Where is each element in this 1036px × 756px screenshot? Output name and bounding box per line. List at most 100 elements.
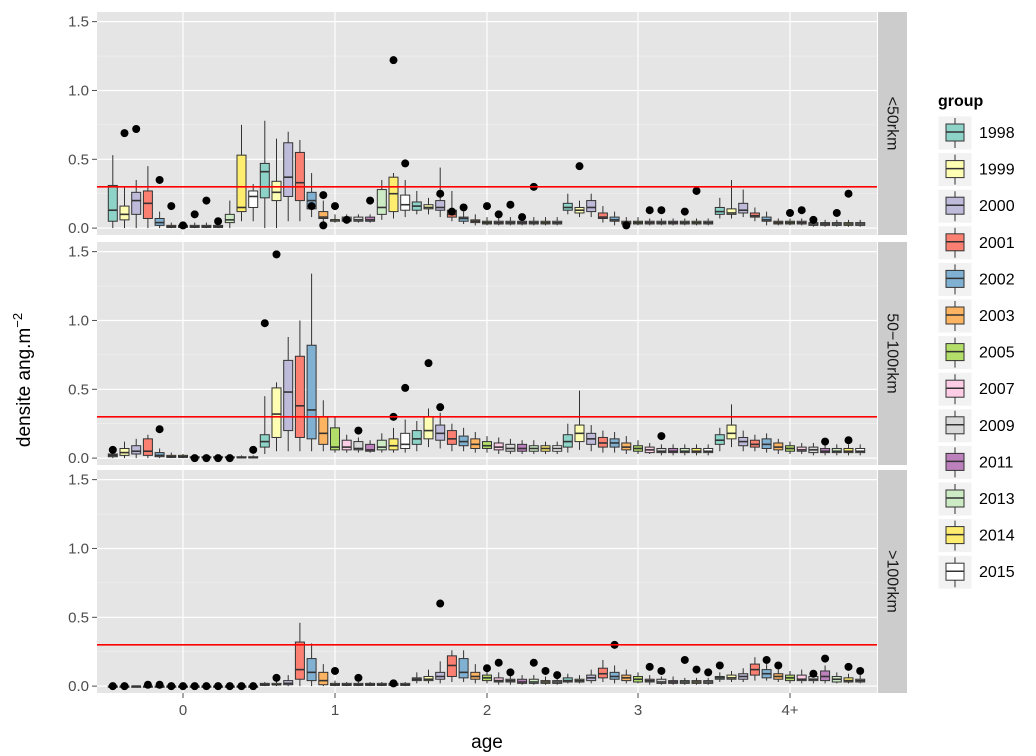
box-2002 <box>306 344 317 440</box>
outlier-point <box>155 425 164 434</box>
box-2003 <box>318 416 329 445</box>
legend-label: 2001 <box>979 235 1015 252</box>
outlier-point <box>786 208 794 217</box>
outlier-point <box>844 436 853 445</box>
x-axis-title: age <box>471 732 503 753</box>
outlier-point <box>202 454 211 463</box>
outlier-point <box>657 432 666 441</box>
outlier-point <box>190 210 199 219</box>
box-1999 <box>726 424 737 440</box>
panels-layer: <50rkm 50−100rkm >100rkm <box>97 12 907 693</box>
legend-item-2001: 2001 <box>937 225 1015 261</box>
outlier-point <box>809 215 818 224</box>
box-2009 <box>353 441 364 451</box>
outlier-point <box>179 682 187 691</box>
outlier-point <box>645 662 654 671</box>
outlier-point <box>202 196 211 205</box>
legend-label: 2005 <box>979 345 1015 362</box>
outlier-point <box>692 665 701 674</box>
outlier-point <box>541 666 550 675</box>
y-tick-label: 1.5 <box>68 244 89 261</box>
outlier-point <box>622 221 631 230</box>
y-axis-title-superscript: −2 <box>10 313 25 328</box>
outlier-point <box>167 202 176 211</box>
axis-layer: age densite ang.m−2 0.0 0.5 1.0 1.5 0.0 0.5 1.… <box>10 14 799 753</box>
box-2013 <box>224 213 235 224</box>
outlier-point <box>179 221 187 230</box>
outlier-point <box>342 215 351 224</box>
outlier-point <box>774 661 783 670</box>
box-2000 <box>586 200 597 213</box>
facet-strip-label: <50rkm <box>884 97 901 151</box>
box-1999 <box>726 208 737 215</box>
outlier-point <box>494 210 503 219</box>
outlier-point <box>483 664 491 673</box>
legend-label: 1999 <box>979 162 1015 179</box>
outlier-point <box>645 206 654 215</box>
outlier-point <box>354 426 363 435</box>
y-tick-label: 1.0 <box>68 540 89 557</box>
facet-strip <box>878 470 907 693</box>
outlier-point <box>797 206 806 215</box>
outlier-point <box>389 679 398 688</box>
box-2007 <box>796 674 807 682</box>
facet-strip-label: 50−100rkm <box>884 313 901 394</box>
legend-label: 2011 <box>979 454 1014 471</box>
outlier-point <box>506 200 515 209</box>
y-tick-label: 0.0 <box>68 220 89 237</box>
box-2000 <box>283 359 294 432</box>
outlier-point <box>366 196 375 205</box>
box-2001 <box>294 151 305 202</box>
box-2003 <box>318 671 329 686</box>
panel-1: <50rkm <box>97 12 907 235</box>
outlier-point <box>214 217 223 226</box>
legend-title: group <box>938 93 984 110</box>
y-tick-label: 0.0 <box>68 678 89 695</box>
outlier-point <box>575 162 584 171</box>
outlier-point <box>190 454 199 463</box>
outlier-point <box>704 668 713 677</box>
outlier-point <box>167 682 176 691</box>
y-tick-label: 0.5 <box>68 151 89 168</box>
box-2003 <box>318 211 329 219</box>
y-tick-label: 0.5 <box>68 381 89 398</box>
legend-label: 2002 <box>979 271 1015 288</box>
outlier-point <box>319 221 328 230</box>
outlier-point <box>214 454 223 463</box>
outlier-point <box>809 669 818 678</box>
legend-item-2007: 2007 <box>937 371 1015 407</box>
y-tick-label: 0.0 <box>68 450 89 467</box>
box-1998 <box>107 184 118 222</box>
outlier-point <box>762 655 771 664</box>
box-2001 <box>597 212 608 219</box>
outlier-point <box>260 319 269 328</box>
x-tick-label: 2 <box>483 702 491 719</box>
panel-3: >100rkm <box>97 470 907 693</box>
outlier-point <box>657 666 666 675</box>
outlier-point <box>190 682 199 691</box>
y-tick-label: 1.0 <box>68 82 89 99</box>
outlier-point <box>401 383 410 392</box>
legend-item-2009: 2009 <box>937 408 1015 444</box>
outlier-point <box>225 454 234 463</box>
outlier-point <box>401 159 410 168</box>
outlier-point <box>506 668 515 677</box>
x-tick-label: 0 <box>179 702 187 719</box>
box-1999 <box>271 387 282 438</box>
outlier-point <box>389 56 398 65</box>
panel-2: 50−100rkm <box>97 242 907 465</box>
legend: group 1998 1999 2000 2001 2002 2003 2005 2007 20… <box>937 93 1015 590</box>
box-1999 <box>119 205 130 221</box>
legend-item-1998: 1998 <box>937 115 1015 151</box>
outlier-point <box>844 189 853 198</box>
legend-label: 2015 <box>979 564 1015 581</box>
box-2007 <box>341 439 352 451</box>
box-2002 <box>458 658 469 679</box>
outlier-point <box>202 682 211 691</box>
box-2000 <box>131 191 142 215</box>
outlier-point <box>447 207 456 216</box>
box-2011 <box>365 443 376 452</box>
box-1998 <box>411 430 422 445</box>
outlier-point <box>436 403 445 412</box>
